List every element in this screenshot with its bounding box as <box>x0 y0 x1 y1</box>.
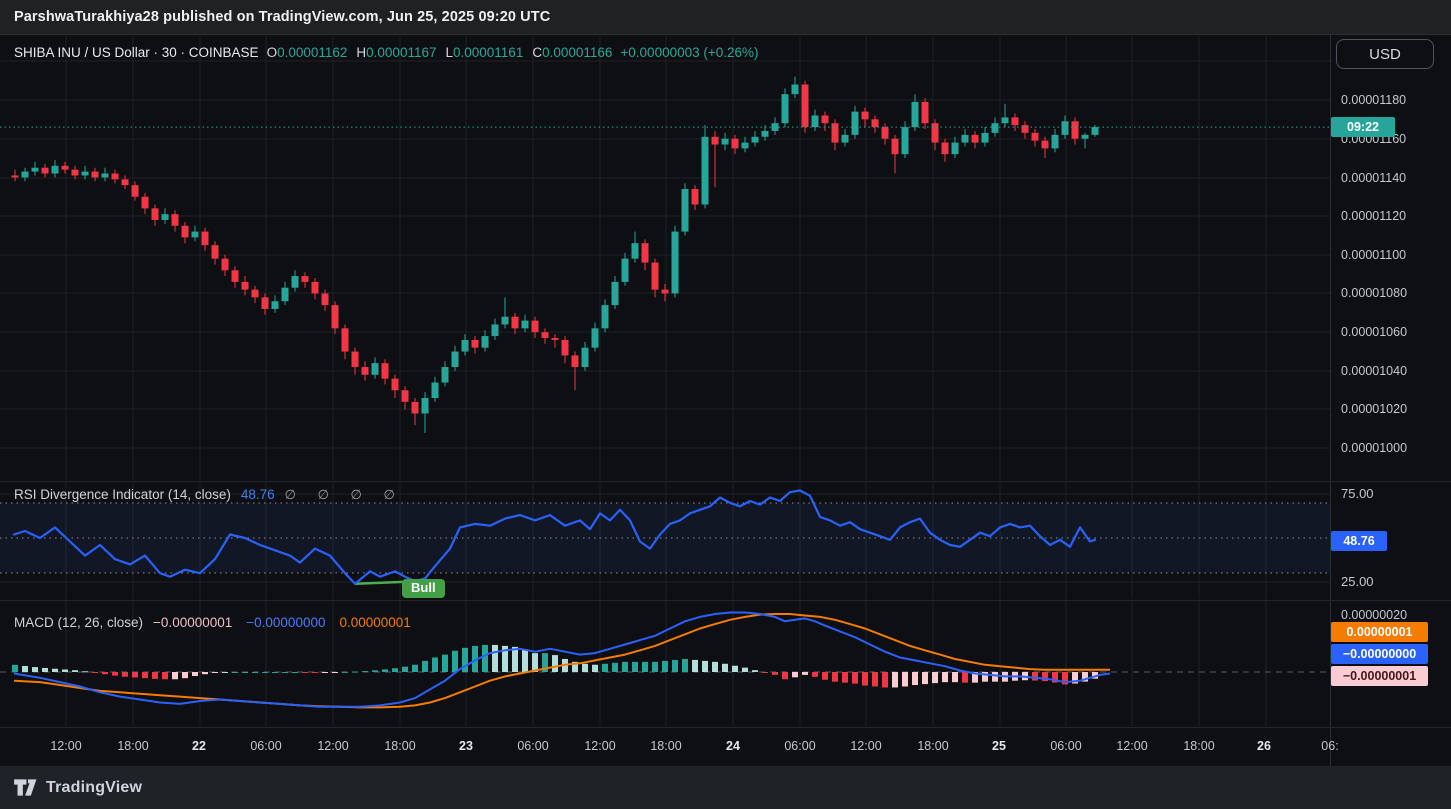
time-axis-label: 06: <box>1321 739 1339 753</box>
time-axis-label: 06:00 <box>1050 739 1082 753</box>
symbol-legend: SHIBA INU / US Dollar · 30 · COINBASE O0… <box>14 45 759 60</box>
price-axis-label: 0.00001140 <box>1341 171 1407 185</box>
price-axis-label: 0.00001100 <box>1341 248 1407 262</box>
rsi-zero-flags: ∅ ∅ ∅ ∅ <box>284 487 404 502</box>
high-label: H <box>356 45 367 60</box>
time-axis-label: 18:00 <box>650 739 682 753</box>
time-axis-label: 18:00 <box>117 739 149 753</box>
open-value: 0.00001162 <box>277 45 348 60</box>
price-axis-label: 0.00001000 <box>1341 441 1408 455</box>
close-label: C <box>532 45 543 60</box>
rsi-value-badge: 48.76 <box>1331 531 1387 551</box>
macd-signal-value: 0.00000001 <box>339 615 411 630</box>
macd-title[interactable]: MACD (12, 26, close) <box>14 615 144 630</box>
bull-divergence-label: Bull <box>402 579 445 598</box>
macd-hist-badge: −0.00000001 <box>1331 666 1428 686</box>
macd-line-badge: −0.00000000 <box>1331 644 1428 664</box>
price-axis-separator <box>1330 35 1331 766</box>
time-axis-label: 12:00 <box>850 739 882 753</box>
time-axis-label: 06:00 <box>784 739 816 753</box>
price-axis-label: 0.00001080 <box>1341 286 1408 300</box>
time-axis-label: 12:00 <box>584 739 616 753</box>
close-value: 0.00001166 <box>542 45 613 60</box>
macd-signal-badge: 0.00000001 <box>1331 622 1428 642</box>
time-axis-label: 12:00 <box>317 739 349 753</box>
low-value: 0.00001161 <box>453 45 524 60</box>
low-label: L <box>445 45 453 60</box>
high-value: 0.00001167 <box>366 45 437 60</box>
time-axis-label: 26 <box>1257 739 1271 753</box>
time-axis-label: 12:00 <box>1116 739 1148 753</box>
change-value: +0.00000003 (+0.26%) <box>620 45 759 60</box>
macd-legend: MACD (12, 26, close) −0.00000001 −0.0000… <box>14 615 411 630</box>
price-axis-label: 0.00001040 <box>1341 364 1408 378</box>
symbol-title[interactable]: SHIBA INU / US Dollar · 30 · COINBASE <box>14 45 259 60</box>
footer-bar: TradingView <box>0 766 1451 809</box>
rsi-axis-label: 25.00 <box>1341 574 1374 589</box>
time-axis-label: 18:00 <box>1183 739 1215 753</box>
pane-separator-rsi[interactable] <box>0 481 1451 482</box>
price-axis-label: 0.00001060 <box>1341 325 1408 339</box>
tradingview-logo-icon[interactable] <box>14 778 37 797</box>
macd-line-value: −0.00000000 <box>246 615 326 630</box>
time-axis-label: 23 <box>459 739 473 753</box>
published-banner: ParshwaTurakhiya28 published on TradingV… <box>0 0 1451 35</box>
currency-toggle-button[interactable]: USD <box>1336 39 1434 69</box>
rsi-value: 48.76 <box>240 487 275 502</box>
pane-separator-macd[interactable] <box>0 600 1451 601</box>
rsi-axis-label: 75.00 <box>1341 486 1374 501</box>
price-axis-label: 0.00001120 <box>1341 209 1407 223</box>
ohlc-values: O0.00001162 H0.00001167 L0.00001161 C0.0… <box>267 45 613 60</box>
rsi-title[interactable]: RSI Divergence Indicator (14, close) <box>14 487 231 502</box>
macd-axis-label: 0.00000020 <box>1341 608 1408 622</box>
time-axis-label: 06:00 <box>517 739 549 753</box>
time-axis-label: 18:00 <box>917 739 949 753</box>
time-axis-label: 12:00 <box>50 739 82 753</box>
price-axis-label: 0.00001180 <box>1341 93 1407 107</box>
countdown-price-badge: 09:22 <box>1331 117 1395 137</box>
rsi-legend: RSI Divergence Indicator (14, close) 48.… <box>14 487 404 503</box>
time-axis-label: 25 <box>992 739 1006 753</box>
time-axis-label: 22 <box>192 739 206 753</box>
time-axis-label: 24 <box>726 739 740 753</box>
macd-values: −0.00000001 −0.00000000 0.00000001 <box>153 615 411 630</box>
tradingview-wordmark[interactable]: TradingView <box>46 778 143 796</box>
time-axis-label: 18:00 <box>384 739 416 753</box>
time-axis-separator <box>0 727 1451 728</box>
open-label: O <box>266 45 278 60</box>
published-text: ParshwaTurakhiya28 published on TradingV… <box>14 9 551 25</box>
time-axis-label: 06:00 <box>250 739 282 753</box>
price-axis-label: 0.00001020 <box>1341 402 1408 416</box>
macd-hist-value: −0.00000001 <box>153 615 233 630</box>
